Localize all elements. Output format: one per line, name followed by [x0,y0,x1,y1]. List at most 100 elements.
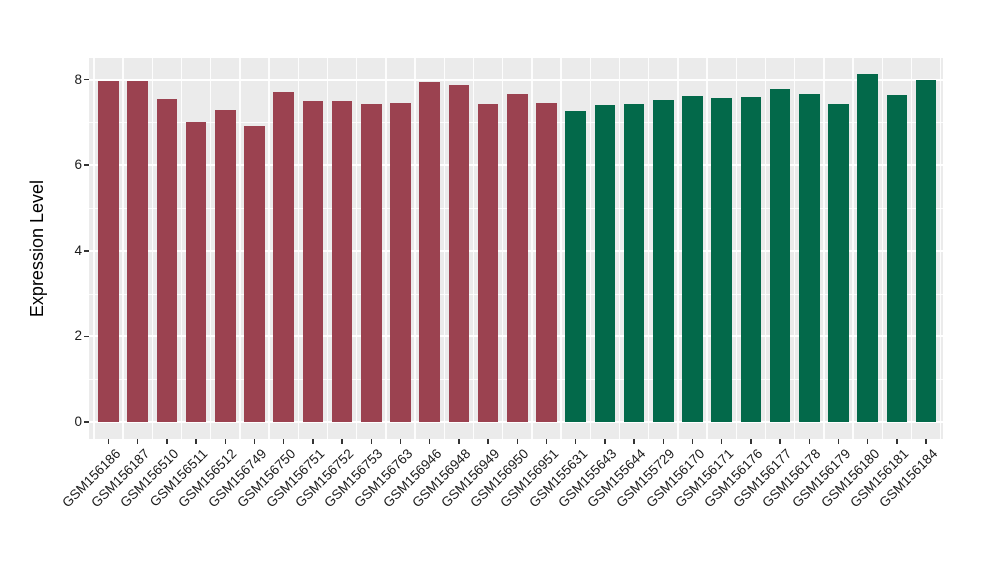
bar [828,103,849,422]
x-tick-mark [516,439,519,444]
gridline-minor-vertical [151,58,154,439]
x-tick-mark [487,439,489,444]
x-tick-mark [341,439,343,444]
gridline-major-horizontal [89,421,943,423]
y-tick-label: 8 [74,71,82,87]
bar [769,88,791,422]
bar [448,84,470,422]
gridline-minor-vertical [764,58,767,439]
x-tick-mark [837,439,840,444]
x-tick-mark [691,439,694,444]
bar [360,103,382,422]
y-tick-label: 2 [74,328,82,344]
x-tick-mark [604,439,606,444]
gridline-minor-vertical [589,58,592,439]
x-tick-mark [779,439,781,444]
x-tick-mark [633,439,635,444]
gridline-minor-vertical [326,58,329,439]
gridline-minor-vertical [939,58,942,439]
bar [623,103,645,422]
y-tick-label: 6 [74,157,82,173]
bar [711,98,733,422]
y-tick-mark [84,335,89,338]
y-tick-mark [84,78,89,81]
x-tick-mark [399,439,402,444]
gridline-minor-vertical [823,58,825,439]
bar [244,125,265,422]
bar [477,104,499,422]
bar [565,110,587,422]
y-tick-mark [84,250,89,252]
gridline-minor-vertical [122,58,124,439]
y-tick-mark [84,421,89,423]
x-tick-mark [896,439,898,444]
bar [156,99,178,422]
gridline-minor-vertical [910,58,913,439]
x-tick-mark [808,439,811,444]
plot-panel [89,58,943,439]
x-tick-mark [925,439,927,444]
gridline-minor-vertical [268,58,270,439]
gridline-minor-vertical [385,58,387,439]
bar [740,97,762,422]
gridline-minor-vertical [706,58,708,439]
x-tick-mark [866,439,869,444]
bar [652,100,674,422]
bar [214,110,236,422]
bar [915,79,937,422]
x-tick-mark [370,439,373,444]
bar [886,95,908,422]
bar [331,101,353,422]
y-tick-mark [84,164,89,166]
x-tick-mark [253,439,256,444]
gridline-minor-vertical [297,58,300,439]
gridline-minor-vertical [239,58,241,439]
bar [798,94,820,422]
x-tick-mark [720,439,723,444]
gridline-minor-vertical [180,58,183,439]
gridline-minor-vertical [531,58,533,439]
gridline-minor-vertical [472,58,475,439]
bar [506,93,528,422]
y-tick-label: 0 [74,414,82,429]
x-tick-mark [574,439,577,444]
gridline-minor-vertical [355,58,358,439]
gridline-minor-vertical [209,58,212,439]
bar [273,91,295,422]
bar [302,100,324,422]
y-tick-label: 4 [74,242,82,258]
x-tick-mark [662,439,665,444]
x-tick-mark [428,439,431,444]
bar [682,95,703,422]
x-tick-mark [224,439,227,444]
bar [857,74,879,422]
gridline-minor-vertical [414,58,416,439]
x-tick-mark [312,439,314,444]
x-tick-mark [107,439,110,444]
x-tick-mark [750,439,752,444]
gridline-minor-vertical [618,58,621,439]
x-tick-mark [166,439,168,444]
bar [98,80,119,422]
bar [185,121,207,422]
bar [390,102,411,422]
gridline-minor-vertical [881,58,884,439]
gridline-minor-vertical [560,58,562,439]
gridline-minor-vertical [93,58,95,439]
gridline-minor-vertical [677,58,679,439]
bar [419,82,441,422]
x-tick-mark [458,439,460,444]
gridline-minor-vertical [443,58,446,439]
gridline-major-horizontal [89,78,943,81]
gridline-minor-vertical [501,58,504,439]
gridline-minor-vertical [852,58,854,439]
gridline-minor-vertical [735,58,738,439]
x-tick-mark [136,439,139,444]
bar [594,104,616,422]
bar [127,80,149,422]
gridline-minor-vertical [793,58,796,439]
x-tick-mark [195,439,197,444]
